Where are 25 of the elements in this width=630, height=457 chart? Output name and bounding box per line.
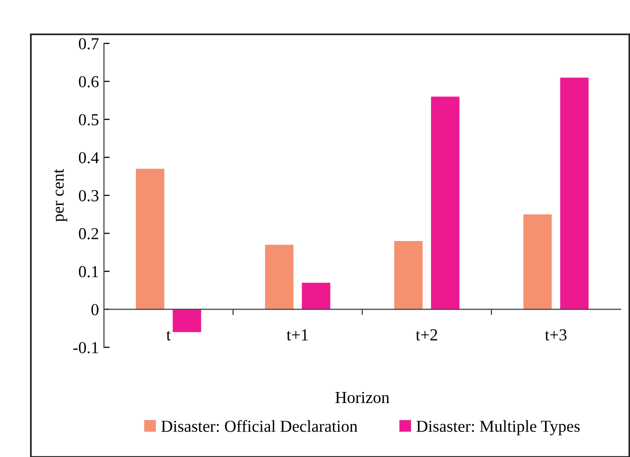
x-tick-label: t+3: [544, 329, 567, 341]
y-tick-label: 0.3: [78, 190, 98, 202]
x-axis-title: Horizon: [335, 392, 390, 404]
bar: [431, 96, 460, 310]
legend-label: Disaster: Official Declaration: [161, 420, 358, 432]
bar: [136, 168, 164, 310]
y-tick-label: 0.5: [78, 114, 98, 126]
bar: [560, 78, 589, 310]
bar: [394, 240, 423, 310]
y-tick-label: 0.1: [78, 266, 98, 278]
legend-label: Disaster: Multiple Types: [416, 420, 580, 436]
bar: [172, 309, 202, 332]
y-tick-label: 0.7: [78, 38, 99, 50]
x-tick-label: t: [166, 330, 171, 341]
bar: [302, 282, 330, 310]
bar: [265, 244, 294, 310]
x-tick-label: t+2: [416, 329, 438, 341]
y-tick-label: 0.2: [78, 228, 98, 240]
x-tick-label: t+1: [286, 329, 308, 341]
bar: [523, 214, 552, 310]
y-tick-label: 0.4: [78, 152, 99, 164]
y-tick-label: -0.1: [73, 342, 98, 354]
y-tick-label: 0.6: [78, 76, 99, 88]
y-tick-label: 0: [91, 304, 98, 316]
y-axis-title: per cent: [54, 168, 68, 222]
